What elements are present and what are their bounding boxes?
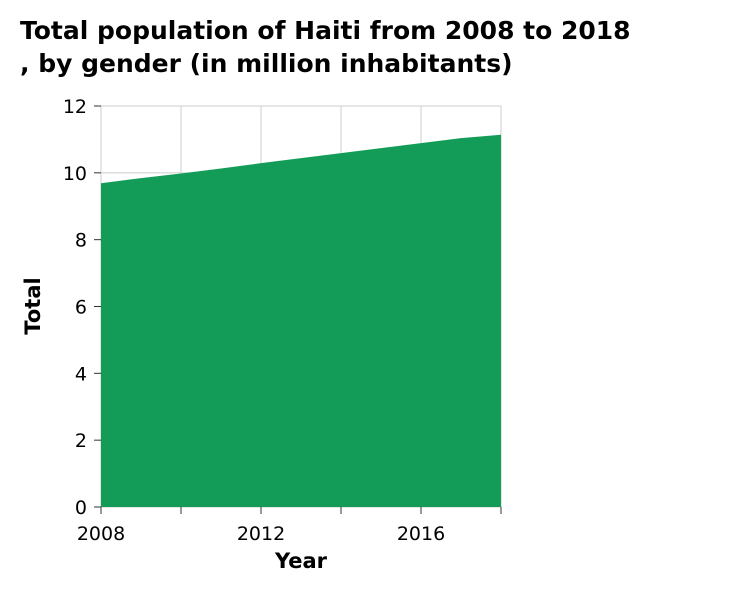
y-tick-label: 10 — [63, 163, 87, 185]
y-tick-label: 0 — [75, 497, 87, 519]
y-tick-label: 6 — [75, 297, 87, 319]
chart-title-line-2: , by gender (in million inhabitants) — [20, 49, 513, 78]
chart-title-line-1: Total population of Haiti from 2008 to 2… — [20, 16, 631, 45]
y-tick-label: 12 — [63, 96, 87, 118]
x-axis: 2008 2012 2016 — [77, 507, 502, 545]
data-area — [101, 134, 501, 507]
y-axis-title: Total — [21, 277, 45, 334]
y-tick-label: 4 — [75, 363, 87, 385]
area-series-total — [101, 134, 501, 507]
y-tick-label: 2 — [75, 430, 87, 452]
x-tick-label: 2016 — [397, 523, 445, 545]
y-tick-label: 8 — [75, 230, 87, 252]
chart-title: Total population of Haiti from 2008 to 2… — [20, 14, 730, 80]
x-tick-label: 2008 — [77, 523, 125, 545]
x-tick-label: 2012 — [237, 523, 285, 545]
x-axis-title: Year — [274, 549, 328, 573]
y-axis: 0 2 4 6 8 10 12 — [63, 96, 101, 519]
